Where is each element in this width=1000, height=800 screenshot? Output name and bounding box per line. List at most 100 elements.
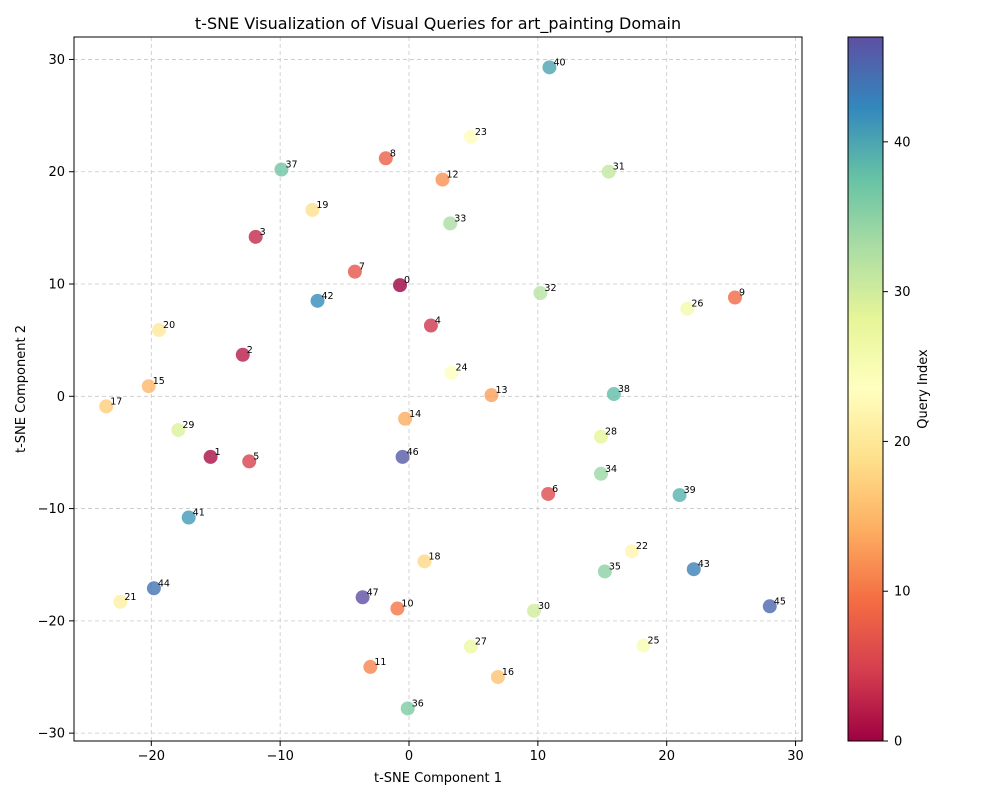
scatter-point [593, 466, 608, 481]
point-label: 25 [648, 636, 660, 647]
point-label: 46 [407, 447, 419, 458]
colorbar [847, 36, 884, 742]
point-label: 42 [322, 291, 334, 302]
scatter-point [392, 278, 407, 293]
point-label: 26 [691, 299, 703, 310]
scatter-point [601, 164, 616, 179]
plot-frame [73, 36, 803, 742]
scatter-points [99, 60, 777, 716]
y-axis-ticks: −30 −20 −10 0 10 20 30 [38, 53, 74, 742]
grid-lines [74, 37, 802, 741]
point-label: 44 [158, 578, 170, 589]
point-label: 16 [502, 667, 514, 678]
scatter-point [490, 670, 505, 684]
scatter-point [400, 701, 415, 716]
point-label: 37 [285, 159, 297, 170]
x-axis-label: t-SNE Component 1 [374, 771, 502, 786]
scatter-point [533, 286, 548, 300]
scatter-point [444, 365, 459, 380]
y-tick-label: 20 [48, 165, 65, 180]
scatter-point [347, 264, 362, 279]
point-label: 11 [374, 657, 386, 668]
point-label: 2 [247, 345, 253, 356]
point-label: 33 [454, 213, 466, 224]
scatter-point [171, 422, 186, 437]
scatter-point [242, 454, 257, 469]
x-tick-label: 30 [787, 749, 804, 764]
point-label: 20 [163, 320, 175, 331]
scatter-point [113, 594, 128, 609]
scatter-point [727, 290, 742, 305]
scatter-point [99, 399, 114, 414]
point-label: 12 [447, 170, 459, 181]
colorbar-tick-label: 10 [894, 585, 911, 600]
point-label: 15 [153, 376, 165, 387]
scatter-point [363, 659, 378, 674]
point-label: 45 [774, 596, 786, 607]
scatter-point [423, 318, 438, 333]
point-label: 31 [613, 162, 625, 173]
point-label: 32 [544, 283, 556, 294]
scatter-point [235, 347, 250, 362]
colorbar-tick-label: 0 [894, 735, 902, 750]
colorbar-tick-label: 20 [894, 435, 911, 450]
scatter-point [443, 216, 458, 231]
point-label: 24 [456, 363, 468, 374]
point-label: 47 [367, 587, 379, 598]
scatter-point [355, 590, 370, 605]
colorbar-ticks: 0 10 20 30 40 [883, 135, 911, 750]
point-label: 29 [182, 420, 194, 431]
scatter-point [636, 638, 651, 653]
point-label: 35 [609, 561, 621, 572]
point-label: 41 [193, 508, 205, 519]
scatter-point [593, 429, 608, 444]
point-label: 3 [260, 227, 266, 238]
point-label: 0 [404, 275, 410, 286]
x-tick-label: 0 [405, 749, 413, 764]
scatter-point [672, 488, 687, 503]
scatter-point [398, 411, 413, 426]
x-tick-label: 20 [658, 749, 675, 764]
y-tick-label: 0 [57, 390, 65, 405]
x-tick-label: −10 [266, 749, 293, 764]
point-label: 30 [538, 601, 550, 612]
x-axis-ticks: −20 −10 0 10 20 30 [138, 741, 804, 764]
colorbar-tick-label: 40 [894, 135, 911, 150]
point-label: 22 [636, 541, 648, 552]
scatter-point [484, 388, 499, 403]
scatter-point [542, 60, 557, 75]
scatter-point [541, 486, 556, 501]
y-tick-label: 10 [48, 278, 65, 293]
point-label: 38 [618, 384, 630, 395]
scatter-point [146, 581, 161, 596]
scatter-point [152, 323, 167, 338]
scatter-point [395, 449, 410, 464]
scatter-point [141, 379, 156, 394]
point-label: 1 [215, 447, 221, 458]
scatter-point [463, 129, 478, 144]
point-label: 36 [412, 698, 424, 709]
point-label: 34 [605, 464, 617, 475]
point-label: 8 [390, 148, 396, 159]
scatter-point [181, 510, 196, 525]
point-label: 17 [110, 396, 122, 407]
scatter-point [597, 564, 612, 579]
scatter-point [680, 301, 695, 316]
point-label: 9 [739, 287, 745, 298]
point-label: 19 [316, 200, 328, 211]
point-labels: 0123456789101112131415161718192021222324… [110, 57, 786, 709]
scatter-point [274, 162, 289, 177]
scatter-point [305, 202, 320, 217]
colorbar-tick-label: 30 [894, 285, 911, 300]
point-label: 23 [475, 127, 487, 138]
point-label: 13 [495, 385, 507, 396]
y-tick-label: −20 [38, 614, 65, 629]
y-axis-label: t-SNE Component 2 [14, 325, 29, 453]
point-label: 28 [605, 427, 617, 438]
scatter-point [435, 172, 450, 187]
point-label: 14 [409, 409, 421, 420]
point-label: 5 [253, 451, 259, 462]
y-tick-label: −30 [38, 727, 65, 742]
point-label: 7 [359, 262, 365, 273]
